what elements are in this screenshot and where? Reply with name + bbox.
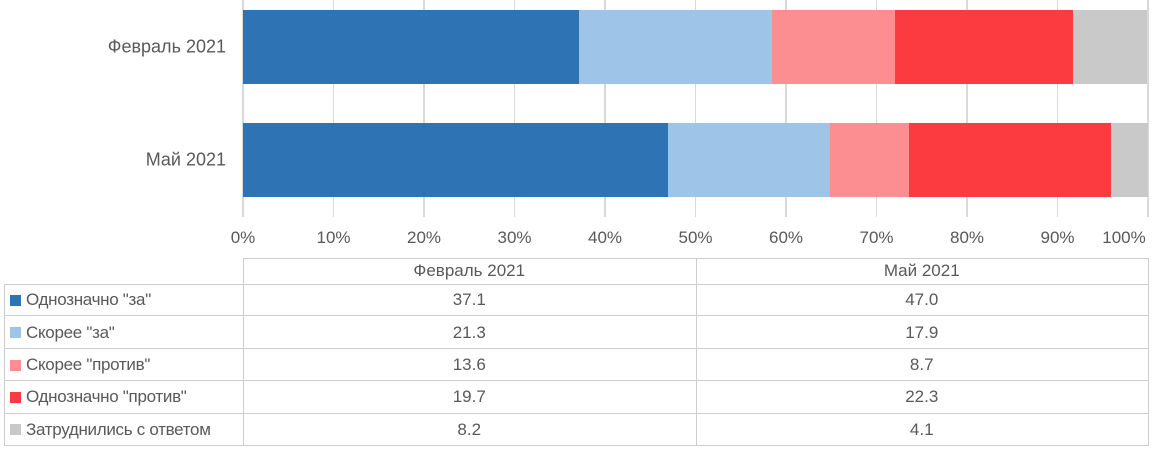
bar-segment-series-1-cat-0 — [578, 10, 772, 84]
category-label: Февраль 2021 — [107, 36, 226, 57]
bar-segment-series-1-cat-1 — [668, 123, 831, 197]
x-axis-tick-label: 10% — [316, 228, 351, 247]
gridline — [242, 0, 244, 217]
table-border — [1148, 258, 1149, 446]
legend-label: Скорее "против" — [26, 355, 151, 374]
table-row-label: Затруднились с ответом — [10, 420, 211, 440]
gridline — [332, 0, 335, 217]
x-axis-tick-label: 90% — [1040, 228, 1075, 247]
table-column-header: Май 2021 — [883, 261, 960, 280]
x-axis-tick-label: 20% — [406, 228, 442, 247]
x-axis-tick-label: 30% — [497, 228, 532, 247]
table-value-cell: 4.1 — [909, 419, 934, 439]
table-value-cell: 21.3 — [452, 322, 486, 342]
gridline — [966, 0, 968, 217]
legend-label: Затруднились с ответом — [26, 419, 211, 439]
category-label: Май 2021 — [145, 149, 226, 170]
bar-segment-series-3-cat-1 — [909, 123, 1111, 197]
table-border — [4, 347, 1148, 349]
legend-label: Скорее "за" — [26, 322, 115, 342]
bar-segment-series-2-cat-0 — [771, 10, 895, 84]
table-row-label: Однозначно "против" — [10, 387, 187, 407]
table-value-cell: 17.9 — [905, 322, 939, 342]
x-axis-tick-label: 60% — [768, 228, 804, 247]
gridline — [785, 0, 787, 217]
legend-label: Однозначно "против" — [26, 387, 187, 407]
x-axis-tick-label: 70% — [859, 228, 894, 247]
gridline — [875, 0, 878, 217]
bar-segment-series-4-cat-1 — [1110, 123, 1148, 197]
gridline — [694, 0, 697, 217]
bar-segment-series-0-cat-0 — [243, 10, 579, 84]
table-border — [4, 315, 1148, 317]
x-axis-tick-label: 0% — [230, 228, 256, 247]
table-border — [4, 412, 1148, 414]
table-border — [4, 445, 1148, 446]
table-value-cell: 19.7 — [452, 387, 486, 407]
bar-segment-series-0-cat-1 — [243, 123, 669, 197]
table-border — [243, 258, 244, 446]
table-border — [4, 380, 1148, 382]
table-value-cell: 22.3 — [905, 387, 939, 407]
table-value-cell: 8.2 — [457, 419, 482, 439]
gridline — [513, 0, 516, 217]
table-row-label: Однозначно "за" — [10, 290, 151, 310]
x-axis-tick-label: 80% — [949, 228, 985, 247]
bar-segment-series-3-cat-0 — [894, 10, 1073, 84]
table-border — [695, 258, 697, 446]
table-row-label: Скорее "против" — [10, 355, 150, 375]
table-border — [4, 284, 5, 446]
table-border — [4, 284, 1148, 285]
gridline — [423, 0, 425, 217]
x-axis-tick-label: 50% — [678, 228, 713, 247]
gridline — [1056, 0, 1059, 217]
legend-label: Однозначно "за" — [26, 290, 151, 310]
table-value-cell: 13.6 — [452, 355, 486, 374]
table-column-header: Февраль 2021 — [413, 261, 526, 280]
legend-swatch-icon — [10, 424, 21, 436]
legend-swatch-icon — [10, 327, 21, 339]
x-axis-tick-label: 40% — [587, 228, 623, 247]
table-value-cell: 8.7 — [909, 355, 934, 374]
bar-segment-series-2-cat-1 — [830, 123, 910, 197]
legend-swatch-icon — [10, 359, 21, 371]
table-value-cell: 47.0 — [905, 290, 939, 310]
x-axis-tick-label: 100% — [1102, 228, 1146, 247]
bar-segment-series-4-cat-0 — [1072, 10, 1148, 84]
table-value-cell: 37.1 — [452, 290, 486, 310]
gridline — [604, 0, 606, 217]
table-row-label: Скорее "за" — [10, 322, 115, 343]
gridline — [1147, 0, 1149, 217]
legend-swatch-icon — [10, 294, 21, 306]
legend-swatch-icon — [10, 391, 21, 403]
